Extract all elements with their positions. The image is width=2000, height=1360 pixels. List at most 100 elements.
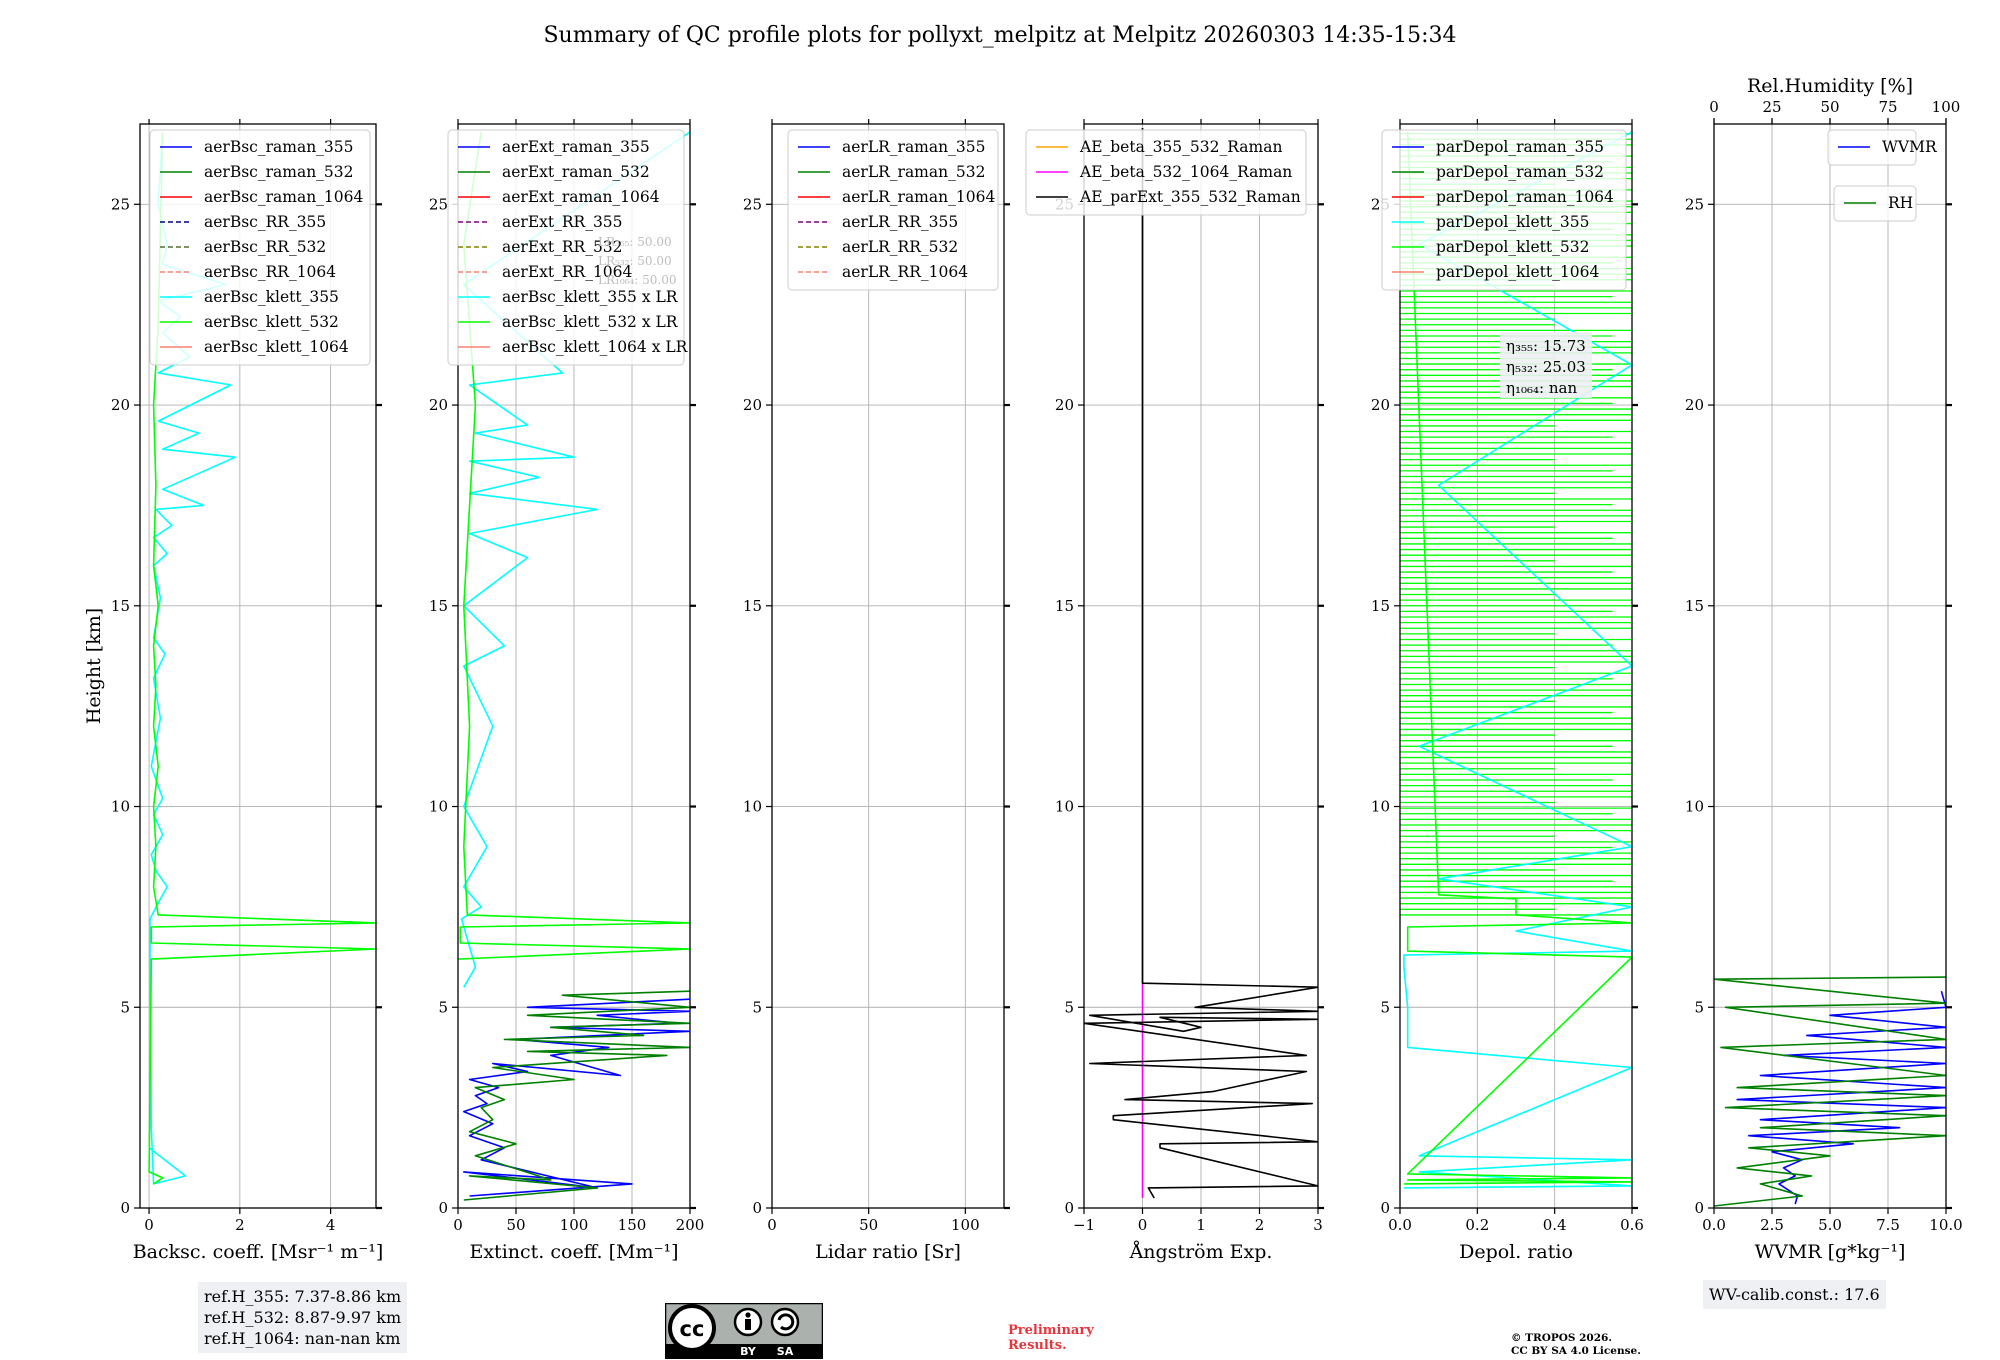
x-tick-label: −1 bbox=[1073, 1216, 1095, 1234]
series-parDepol_klett_355 bbox=[1403, 131, 1632, 1189]
y-tick-label: 25 bbox=[743, 195, 762, 213]
legend-label: WVMR bbox=[1882, 138, 1938, 156]
y-tick-label: 25 bbox=[111, 195, 130, 213]
panel-ae: −101230510152025Ångström Exp.AE_beta_355… bbox=[1025, 119, 1324, 1263]
y-tick-label: 0 bbox=[1064, 1199, 1074, 1217]
legend-label: aerExt_RR_532 bbox=[502, 238, 623, 256]
x-tick-label: 100 bbox=[560, 1216, 589, 1234]
x-axis-label: Lidar ratio [Sr] bbox=[815, 1241, 961, 1263]
eta-box bbox=[1500, 332, 1592, 398]
y-tick-label: 20 bbox=[743, 396, 762, 414]
x-tick-label: 0.4 bbox=[1543, 1216, 1567, 1234]
legend-label: aerExt_raman_355 bbox=[502, 138, 650, 156]
sa-label: SA bbox=[777, 1345, 794, 1358]
panel-lr: 0 50 100 0 5 10 15 20 25 Lidar ratio [Sr] aerLR_ra… bbox=[743, 119, 1010, 1263]
x-tick-label: 50 bbox=[859, 1216, 878, 1234]
legend-label: aerExt_raman_532 bbox=[502, 163, 650, 181]
lr-annotation: LR₃₅₅: 50.00 bbox=[598, 235, 672, 249]
y-tick-label: 20 bbox=[429, 396, 448, 414]
y-tick-label: 10 bbox=[1371, 798, 1390, 816]
legend-label: aerBsc_klett_532 bbox=[204, 313, 339, 331]
y-tick-label: 20 bbox=[111, 396, 130, 414]
legend-box bbox=[1827, 129, 1917, 166]
y-tick-label: 5 bbox=[1380, 998, 1390, 1016]
legend-box bbox=[787, 129, 999, 291]
legend-label: aerBsc_raman_532 bbox=[204, 163, 354, 181]
x-tick-label: 0 bbox=[1138, 1216, 1148, 1234]
x-tick-label: 1 bbox=[1196, 1216, 1206, 1234]
legend-label: aerBsc_raman_355 bbox=[204, 138, 354, 156]
legend-label: parDepol_raman_355 bbox=[1436, 138, 1604, 156]
lr-annotation: LR₅₃₂: 50.00 bbox=[598, 254, 672, 268]
axes-frame bbox=[139, 123, 377, 1209]
panel-wv: 0.0 2.5 5.0 7.5 10.0 0 5 10 15 20 25 WVMR [g*kg⁻¹] 0… bbox=[1685, 75, 1963, 1263]
x-tick-label: 0.2 bbox=[1465, 1216, 1489, 1234]
y-tick-label: 20 bbox=[1685, 396, 1704, 414]
cc-by-sa-badge: cc BY SA bbox=[665, 1303, 823, 1359]
by-label: BY bbox=[740, 1345, 757, 1358]
x-tick-label: 3 bbox=[1313, 1216, 1323, 1234]
eta-label: η₅₃₂: 25.03 bbox=[1506, 358, 1586, 376]
legend-label: aerBsc_RR_355 bbox=[204, 213, 326, 231]
legend-label: parDepol_klett_532 bbox=[1436, 238, 1589, 256]
legend-label: aerBsc_RR_532 bbox=[204, 238, 326, 256]
series-RH bbox=[1714, 976, 1946, 1207]
legend-label: aerLR_RR_1064 bbox=[842, 263, 968, 281]
x-tick-label: 0.0 bbox=[1702, 1216, 1726, 1234]
x2-tick-label: 100 bbox=[1932, 98, 1961, 116]
y-tick-label: 15 bbox=[429, 597, 448, 615]
x-tick-label: 100 bbox=[951, 1216, 980, 1234]
x-axis-label: Extinct. coeff. [Mm⁻¹] bbox=[469, 1241, 678, 1263]
copyright-line-1: © TROPOS 2026. bbox=[1511, 1332, 1613, 1344]
legend-label: aerLR_RR_355 bbox=[842, 213, 958, 231]
legend-box bbox=[1025, 129, 1307, 216]
x-axis-label: Backsc. coeff. [Msr⁻¹ m⁻¹] bbox=[133, 1241, 384, 1263]
preliminary-line-2: Results. bbox=[1008, 1338, 1067, 1353]
y-tick-label: 15 bbox=[1685, 597, 1704, 615]
x-tick-label: 0.6 bbox=[1620, 1216, 1644, 1234]
legend-depol: parDepol_raman_355 parDepol_raman_532 parD… bbox=[1381, 129, 1627, 291]
y-tick-label: 10 bbox=[743, 798, 762, 816]
y-tick-label: 5 bbox=[1694, 998, 1704, 1016]
x-tick-label: 50 bbox=[506, 1216, 525, 1234]
y-tick-label: 15 bbox=[111, 597, 130, 615]
y-tick-label: 0 bbox=[438, 1199, 448, 1217]
y-tick-label: 15 bbox=[743, 597, 762, 615]
copyright-line-2: CC BY SA 4.0 License. bbox=[1511, 1345, 1641, 1357]
y-tick-label: 25 bbox=[429, 195, 448, 213]
x-tick-label: 4 bbox=[326, 1216, 336, 1234]
legend-label: AE_beta_532_1064_Raman bbox=[1079, 163, 1292, 181]
eta-label: η₃₅₅: 15.73 bbox=[1506, 337, 1586, 355]
copyright-notice: © TROPOS 2026. CC BY SA 4.0 License. bbox=[1511, 1332, 1641, 1358]
legend-lr: aerLR_raman_355 aerLR_raman_532 aerLR_rama… bbox=[787, 129, 999, 291]
y-tick-label: 10 bbox=[111, 798, 130, 816]
legend-box bbox=[447, 129, 685, 366]
x-tick-label: 2 bbox=[1255, 1216, 1265, 1234]
x2-tick-label: 75 bbox=[1878, 98, 1897, 116]
y-tick-label: 20 bbox=[1371, 396, 1390, 414]
ref-height-532: ref.H_532: 8.87-9.97 km bbox=[204, 1308, 402, 1327]
legend-label: aerLR_raman_355 bbox=[842, 138, 985, 156]
x2-tick-label: 0 bbox=[1709, 98, 1719, 116]
legend-label: aerBsc_raman_1064 bbox=[204, 188, 364, 206]
series-AE_parExt_355_532_Raman bbox=[1084, 128, 1318, 1199]
x-tick-label: 150 bbox=[618, 1216, 647, 1234]
x-axis-label: Ångström Exp. bbox=[1129, 1241, 1273, 1263]
y-tick-label: 15 bbox=[1055, 597, 1074, 615]
x2-axis-label: Rel.Humidity [%] bbox=[1747, 75, 1913, 97]
legend-label: AE_parExt_355_532_Raman bbox=[1079, 188, 1301, 206]
y-tick-label: 10 bbox=[1685, 798, 1704, 816]
by-person-body bbox=[745, 1319, 751, 1330]
y-tick-label: 20 bbox=[1055, 396, 1074, 414]
panel-bsc: 0 2 4 0 5 10 15 20 25 Backsc. coeff. [Msr⁻¹ m⁻¹] H… bbox=[83, 119, 383, 1263]
series-aerBsc_klett_532 x LR bbox=[458, 131, 690, 960]
legend-box bbox=[149, 129, 371, 366]
legend-label: aerExt_RR_355 bbox=[502, 213, 623, 231]
y-tick-label: 15 bbox=[1371, 597, 1390, 615]
y-tick-label: 0 bbox=[752, 1199, 762, 1217]
legend-wv-rh: RH bbox=[1833, 185, 1917, 222]
y-tick-label: 25 bbox=[1685, 195, 1704, 213]
x-tick-label: 0 bbox=[144, 1216, 154, 1234]
